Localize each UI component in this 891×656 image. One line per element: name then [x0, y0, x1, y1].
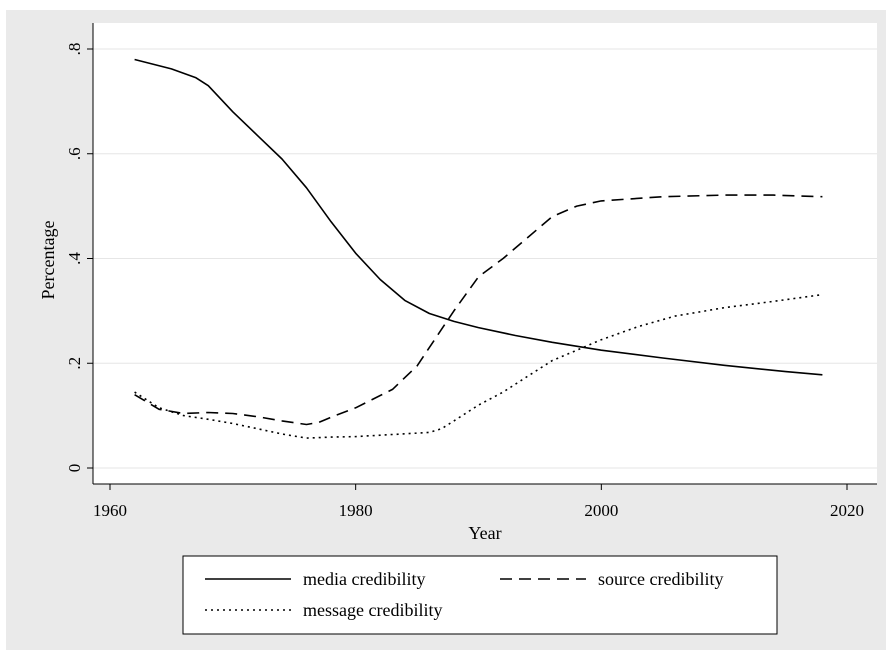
y-tick-label: .2 — [65, 357, 84, 370]
legend-box — [182, 555, 778, 635]
series-layer — [134, 58, 823, 439]
series-line-source-credibility — [134, 194, 823, 426]
x-tick-label: 1980 — [339, 501, 373, 520]
legend-label: media credibility — [303, 569, 425, 589]
x-tick-label: 1960 — [93, 501, 127, 520]
x-axis-title: Year — [468, 523, 501, 543]
axes: 0 .2 .4 .6 .8 1960 1980 2000 2020 — [65, 23, 877, 520]
x-tick-label: 2000 — [584, 501, 618, 520]
grid-lines — [93, 48, 877, 469]
legend-label: source credibility — [598, 569, 723, 589]
legend-label: message credibility — [303, 600, 442, 620]
y-tick-label: 0 — [65, 464, 84, 473]
y-axis-title: Percentage — [38, 221, 58, 300]
series-line-media-credibility — [134, 58, 823, 376]
y-tick-label: .6 — [65, 147, 84, 160]
y-tick-label: .8 — [65, 43, 84, 56]
x-tick-label: 2020 — [830, 501, 864, 520]
legend: media credibility source credibility messa… — [205, 569, 723, 620]
y-tick-label: .4 — [65, 252, 84, 265]
plot-area — [93, 23, 877, 484]
